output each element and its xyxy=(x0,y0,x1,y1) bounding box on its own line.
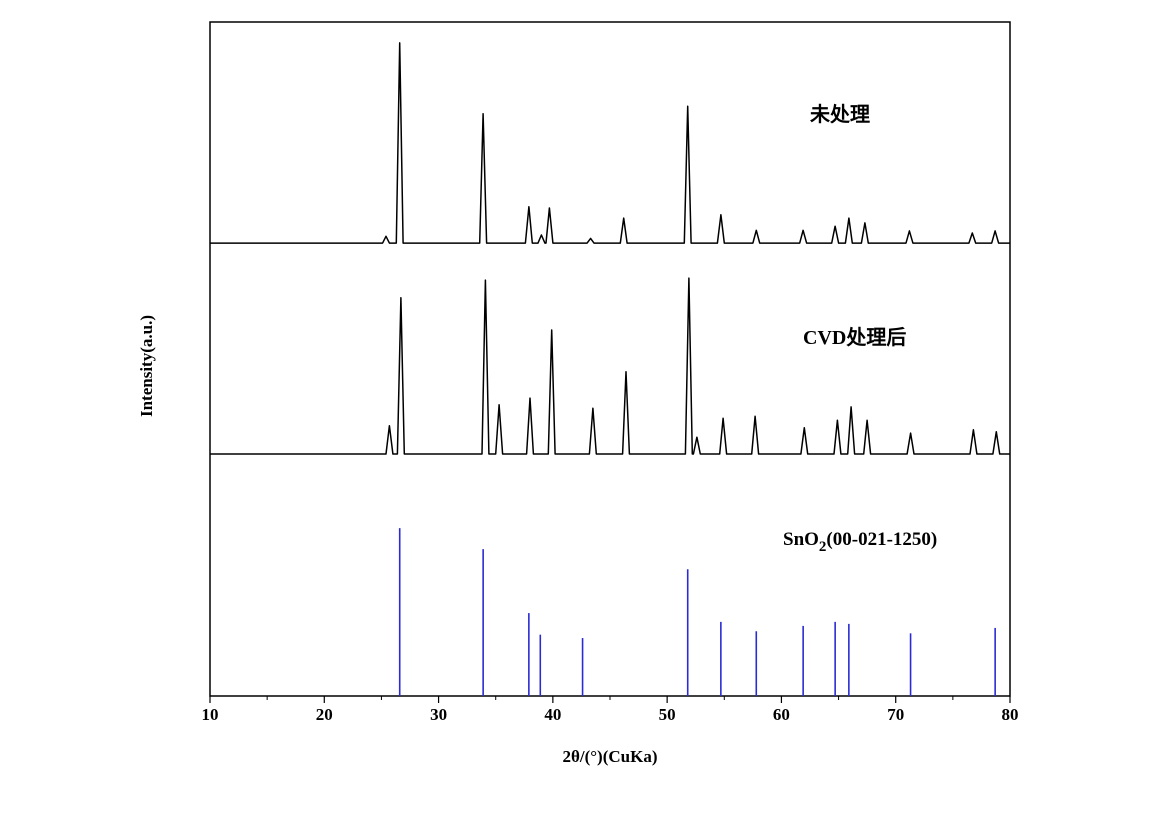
xrd-pattern xyxy=(210,277,1010,455)
y-axis-label: Intensity(a.u.) xyxy=(137,315,156,417)
annotation: 未处理 xyxy=(810,102,870,126)
x-tick-label: 10 xyxy=(202,705,219,724)
annotation-part: 2 xyxy=(819,539,827,555)
annotation: CVD处理后 xyxy=(803,325,906,349)
plot-frame xyxy=(209,21,1011,697)
annotation-part: 未处理 xyxy=(810,102,870,126)
annotation: SnO2(00-021-1250) xyxy=(783,529,937,555)
annotation-part: CVD处理后 xyxy=(803,325,906,349)
x-tick-label: 60 xyxy=(773,705,790,724)
annotation-part: SnO xyxy=(783,529,819,550)
x-tick-label: 50 xyxy=(659,705,676,724)
annotation-part: (00-021-1250) xyxy=(826,529,937,550)
x-tick-label: 20 xyxy=(316,705,333,724)
xrd-pattern xyxy=(210,42,1010,244)
x-tick-label: 30 xyxy=(430,705,447,724)
x-tick-label: 70 xyxy=(887,705,904,724)
x-axis-label: 2θ/(°)(CuKa) xyxy=(563,747,658,766)
x-tick-label: 80 xyxy=(1002,705,1019,724)
x-tick-label: 40 xyxy=(544,705,561,724)
